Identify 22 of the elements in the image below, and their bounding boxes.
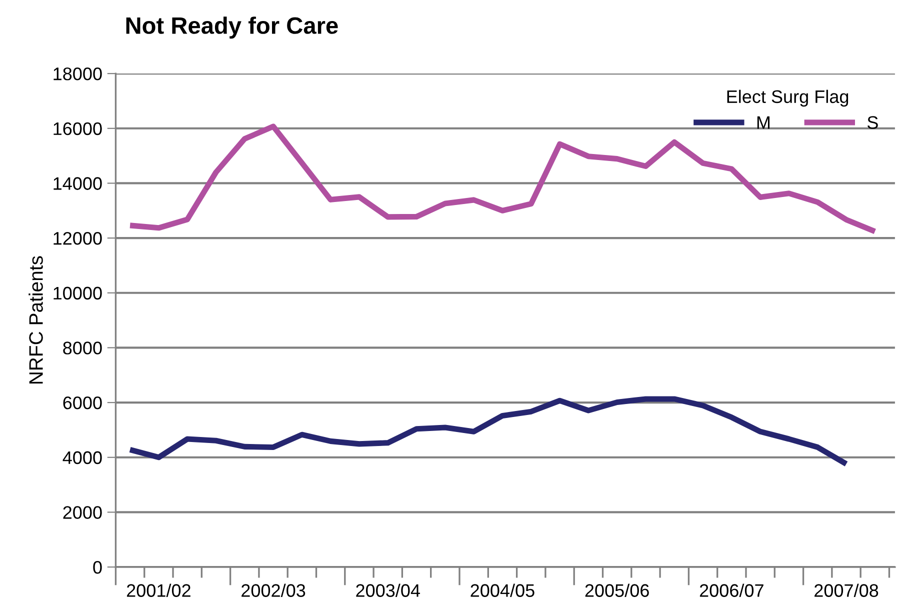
y-tick-label: 4000 — [62, 451, 102, 464]
legend-label: M — [757, 116, 770, 129]
legend-title: Elect Surg Flag — [727, 90, 848, 107]
y-tick-label: 6000 — [63, 396, 102, 410]
y-tick-label: 0 — [93, 560, 102, 574]
x-tick-label: 2007/08 — [814, 584, 878, 597]
x-tick-label: 2005/06 — [585, 584, 649, 597]
y-tick-label: 14000 — [54, 177, 102, 190]
x-tick-label: 2002/03 — [242, 584, 306, 597]
x-tick-label: 2001/02 — [126, 584, 190, 597]
y-tick-label: 2000 — [63, 506, 102, 519]
chart-title: Not Ready for Care — [126, 16, 338, 39]
x-tick-label: 2003/04 — [356, 584, 420, 597]
y-tick-label: 18000 — [54, 67, 102, 80]
y-tick-label: 10000 — [54, 286, 102, 300]
y-tick-label: 16000 — [54, 122, 102, 136]
y-axis-title: NRFC Patients — [28, 256, 43, 384]
y-tick-label: 8000 — [63, 342, 102, 354]
x-tick-label: 2006/07 — [700, 584, 764, 597]
y-tick-label: 12000 — [54, 232, 102, 245]
x-tick-label: 2004/05 — [470, 584, 534, 597]
legend-label: S — [867, 116, 878, 129]
